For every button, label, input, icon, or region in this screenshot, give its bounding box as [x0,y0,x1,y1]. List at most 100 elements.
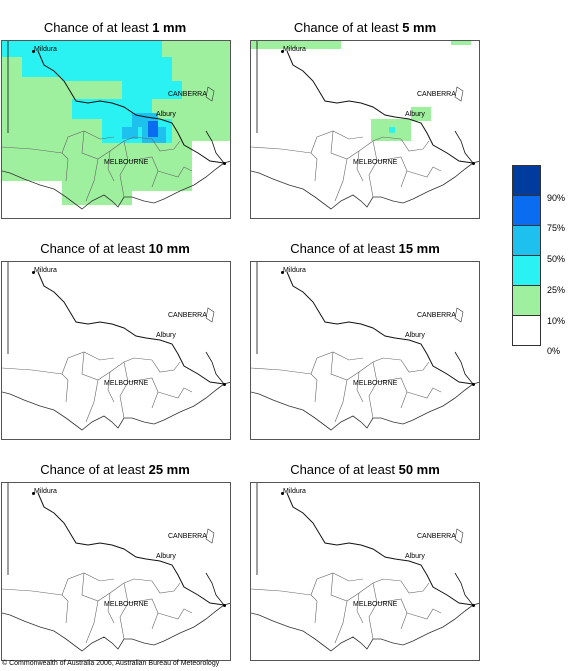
town-marker [472,604,475,607]
state-border-nsw [454,351,474,385]
rainfall-25-50 [389,127,395,133]
coastline [2,602,230,652]
legend-swatch-0-10 [512,315,541,346]
district-boundary [356,592,364,624]
district-boundary [2,146,69,160]
state-border-murray-river [286,492,474,606]
district-boundary [251,367,318,381]
act-boundary [454,528,464,544]
district-boundary [119,361,129,419]
town-marker [223,604,226,607]
state-border-murray-river [286,271,474,385]
district-boundary [330,351,360,381]
district-boundary [251,588,318,602]
district-boundary [376,598,408,630]
district-boundary [356,150,364,182]
district-boundary [314,158,318,182]
district-boundary [81,572,111,602]
district-boundary [330,572,360,602]
place-label-canberra: CANBERRA [168,312,207,319]
district-boundary [157,608,193,620]
panel-title-15mm: Chance of at least 15 mm [290,241,440,256]
town-marker [32,50,35,53]
state-border-nsw [205,130,225,164]
act-boundary [454,86,464,102]
district-boundary [406,387,442,399]
legend-swatch-25-50 [512,255,541,285]
district-boundary [65,379,69,403]
no-rain [202,151,230,218]
district-boundary [65,600,69,624]
district-boundary [334,600,348,644]
map-15mm: Mildura CANBERRA Albury MELBOURNE [250,261,480,440]
district-boundary [400,580,430,594]
rainfall-25-50 [2,41,162,57]
map-drawing [2,41,230,218]
sea-area [251,603,479,660]
district-boundary [109,578,153,594]
coastline [2,381,230,431]
place-label-mildura: Mildura [34,46,57,53]
district-boundary [151,138,181,152]
town-marker [281,50,284,53]
panel-title-50mm: Chance of at least 50 mm [290,462,440,477]
state-border-murray-river [37,492,225,606]
place-label-albury: Albury [156,553,176,560]
place-label-canberra: CANBERRA [417,312,456,319]
place-label-mildura: Mildura [34,488,57,495]
legend-label-0: 0% [547,346,561,356]
place-label-canberra: CANBERRA [417,533,456,540]
place-label-albury: Albury [405,553,425,560]
place-label-mildura: Mildura [34,267,57,274]
district-boundary [151,359,181,373]
district-boundary [85,600,99,644]
district-boundary [119,140,129,198]
district-boundary [85,158,99,202]
coastline [251,602,479,652]
rainfall-25-50 [62,57,172,81]
district-boundary [334,158,348,202]
place-label-albury: Albury [156,332,176,339]
district-boundary [310,572,364,596]
place-label-mildura: Mildura [283,46,306,53]
legend-swatch-75-90 [512,195,541,225]
district-boundary [65,158,69,182]
town-marker [32,271,35,274]
sea-area [251,161,479,218]
town-marker [281,271,284,274]
district-boundary [127,377,159,409]
map-drawing [2,483,230,660]
state-border-nsw [205,572,225,606]
legend-swatch-90-plus [512,165,541,195]
panel-title-10mm: Chance of at least 10 mm [40,241,190,256]
place-label-melbourne: MELBOURNE [353,159,398,166]
district-boundary [127,156,159,188]
place-label-melbourne: MELBOURNE [104,159,149,166]
town-marker [32,492,35,495]
copyright-notice: © Commonwealth of Australia 2006, Austra… [2,660,220,667]
state-border-nsw [205,351,225,385]
district-boundary [314,379,318,403]
map-10mm: Mildura CANBERRA Albury MELBOURNE [1,261,231,440]
district-boundary [81,130,111,160]
map-drawing [2,262,230,439]
district-boundary [119,582,129,640]
rainfall-25-50 [22,57,62,77]
place-label-albury: Albury [405,332,425,339]
place-label-melbourne: MELBOURNE [353,601,398,608]
district-boundary [127,598,159,630]
town-marker [223,162,226,165]
state-border-nsw [454,572,474,606]
district-boundary [368,582,378,640]
place-label-melbourne: MELBOURNE [104,601,149,608]
legend-label-90: 90% [547,193,566,203]
place-label-mildura: Mildura [283,267,306,274]
district-boundary [107,150,115,182]
place-label-canberra: CANBERRA [417,91,456,98]
district-boundary [157,387,193,399]
district-boundary [358,578,402,594]
legend-label-10: 10% [547,316,566,326]
legend-swatch-10-25 [512,285,541,315]
district-boundary [107,371,115,403]
rainfall-75-90 [148,121,158,137]
